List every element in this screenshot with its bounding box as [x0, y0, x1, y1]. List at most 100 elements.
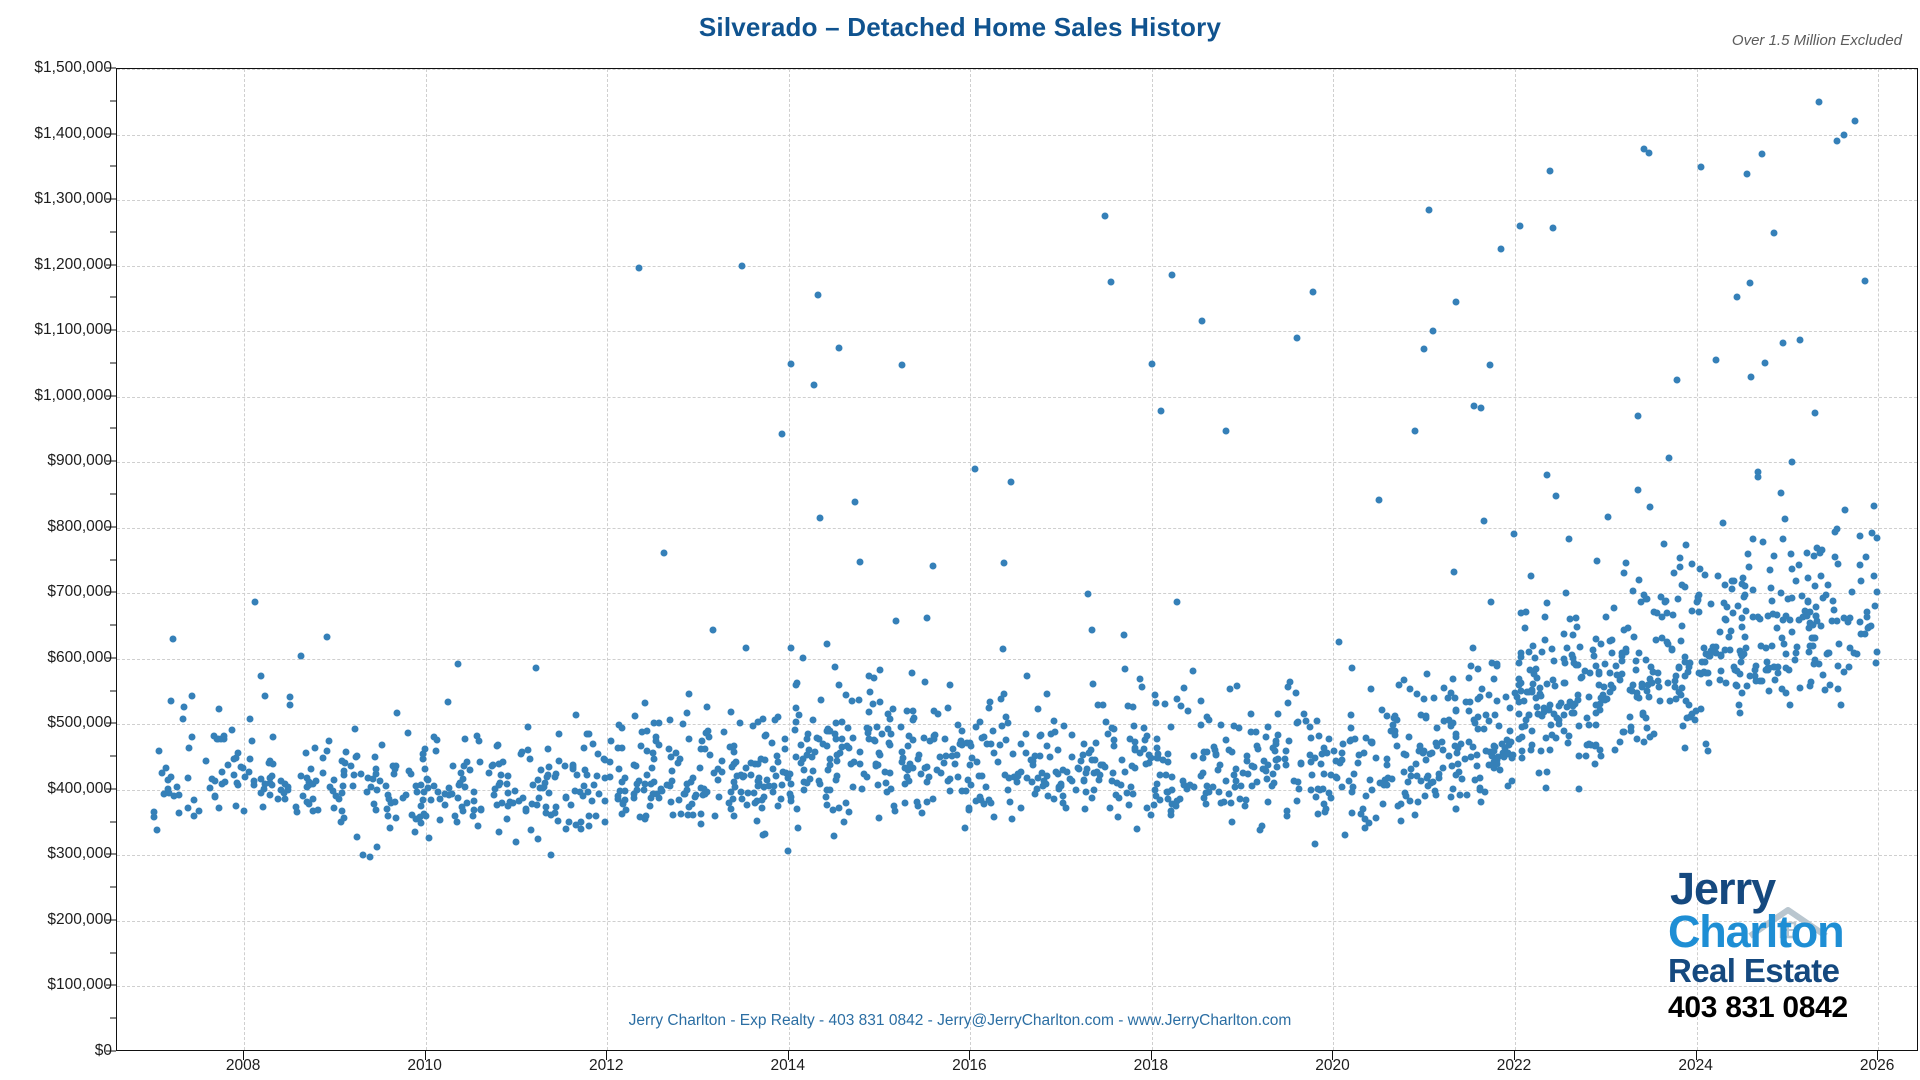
scatter-point [1486, 361, 1494, 369]
scatter-point [392, 814, 400, 822]
scatter-point [1633, 693, 1641, 701]
x-tick-mark [1695, 1051, 1697, 1060]
scatter-point [1090, 769, 1098, 777]
scatter-point [973, 758, 981, 766]
scatter-point [1153, 744, 1161, 752]
scatter-point [402, 791, 410, 799]
scatter-point [779, 768, 787, 776]
scatter-point [872, 760, 880, 768]
scatter-point [1211, 746, 1219, 754]
scatter-point [1348, 809, 1356, 817]
scatter-point [1585, 740, 1593, 748]
scatter-point [1419, 749, 1427, 757]
scatter-point [1136, 675, 1144, 683]
scatter-point [1336, 759, 1344, 767]
scatter-point [1220, 798, 1228, 806]
scatter-point [1400, 750, 1408, 758]
scatter-point [274, 795, 282, 803]
scatter-point [870, 736, 878, 744]
scatter-point [1540, 708, 1548, 716]
scatter-point [1673, 376, 1681, 384]
y-tick-label: $900,000 [47, 452, 112, 470]
scatter-point [855, 696, 863, 704]
scatter-point [552, 803, 560, 811]
scatter-point [1810, 552, 1818, 560]
scatter-point [1712, 649, 1720, 657]
scatter-point [1744, 550, 1752, 558]
scatter-point [1664, 679, 1672, 687]
scatter-point [1533, 674, 1541, 682]
scatter-point [954, 773, 962, 781]
scatter-point [1493, 697, 1501, 705]
scatter-point [1681, 583, 1689, 591]
scatter-point [1439, 764, 1447, 772]
scatter-point [863, 773, 871, 781]
scatter-point [179, 715, 187, 723]
y-tick-label: $300,000 [47, 845, 112, 863]
scatter-point [633, 780, 641, 788]
scatter-point [718, 757, 726, 765]
scatter-point [214, 735, 222, 743]
scatter-point [1824, 581, 1832, 589]
scatter-point [815, 735, 823, 743]
scatter-point [583, 771, 591, 779]
scatter-point [1540, 704, 1548, 712]
scatter-point [833, 772, 841, 780]
scatter-point [280, 789, 288, 797]
scatter-point [373, 843, 381, 851]
y-tick-minor [110, 624, 116, 626]
scatter-point [1758, 677, 1766, 685]
scatter-point [940, 759, 948, 767]
scatter-point [1639, 709, 1647, 717]
scatter-point [1774, 669, 1782, 677]
scatter-point [1611, 746, 1619, 754]
scatter-point [1362, 792, 1370, 800]
scatter-point [923, 778, 931, 786]
x-tick-mark [787, 1051, 789, 1060]
scatter-point [1200, 794, 1208, 802]
scatter-point [1319, 785, 1327, 793]
scatter-point [1678, 684, 1686, 692]
scatter-point [1297, 760, 1305, 768]
scatter-point [870, 674, 878, 682]
scatter-point [635, 777, 643, 785]
scatter-point [1782, 689, 1790, 697]
scatter-point [909, 716, 917, 724]
scatter-point [1420, 345, 1428, 353]
scatter-point [768, 739, 776, 747]
scatter-point [1212, 750, 1220, 758]
scatter-point [1566, 701, 1574, 709]
scatter-point [1282, 761, 1290, 769]
scatter-point [761, 830, 769, 838]
footer-contact-line[interactable]: Jerry Charlton - Exp Realty - 403 831 08… [628, 1012, 1292, 1029]
scatter-point [1405, 733, 1413, 741]
scatter-point [697, 810, 705, 818]
scatter-point [1857, 577, 1865, 585]
scatter-point [1091, 756, 1099, 764]
gridline-horizontal [117, 724, 1917, 726]
scatter-point [1411, 427, 1419, 435]
scatter-point [1525, 688, 1533, 696]
scatter-point [305, 778, 313, 786]
scatter-point [1841, 506, 1849, 514]
scatter-point [1781, 515, 1789, 523]
scatter-point [642, 812, 650, 820]
scatter-point [1470, 716, 1478, 724]
scatter-point [1606, 688, 1614, 696]
scatter-point [1498, 740, 1506, 748]
scatter-point [1796, 684, 1804, 692]
scatter-point [1606, 669, 1614, 677]
scatter-point [733, 772, 741, 780]
scatter-point [1186, 781, 1194, 789]
scatter-point [1225, 746, 1233, 754]
scatter-point [1359, 805, 1367, 813]
scatter-point [1527, 746, 1535, 754]
scatter-point [949, 745, 957, 753]
scatter-point [573, 771, 581, 779]
gridline-horizontal [117, 462, 1917, 464]
scatter-point [1269, 770, 1277, 778]
scatter-point [552, 770, 560, 778]
scatter-point [715, 793, 723, 801]
scatter-point [1515, 659, 1523, 667]
scatter-point [1747, 373, 1755, 381]
